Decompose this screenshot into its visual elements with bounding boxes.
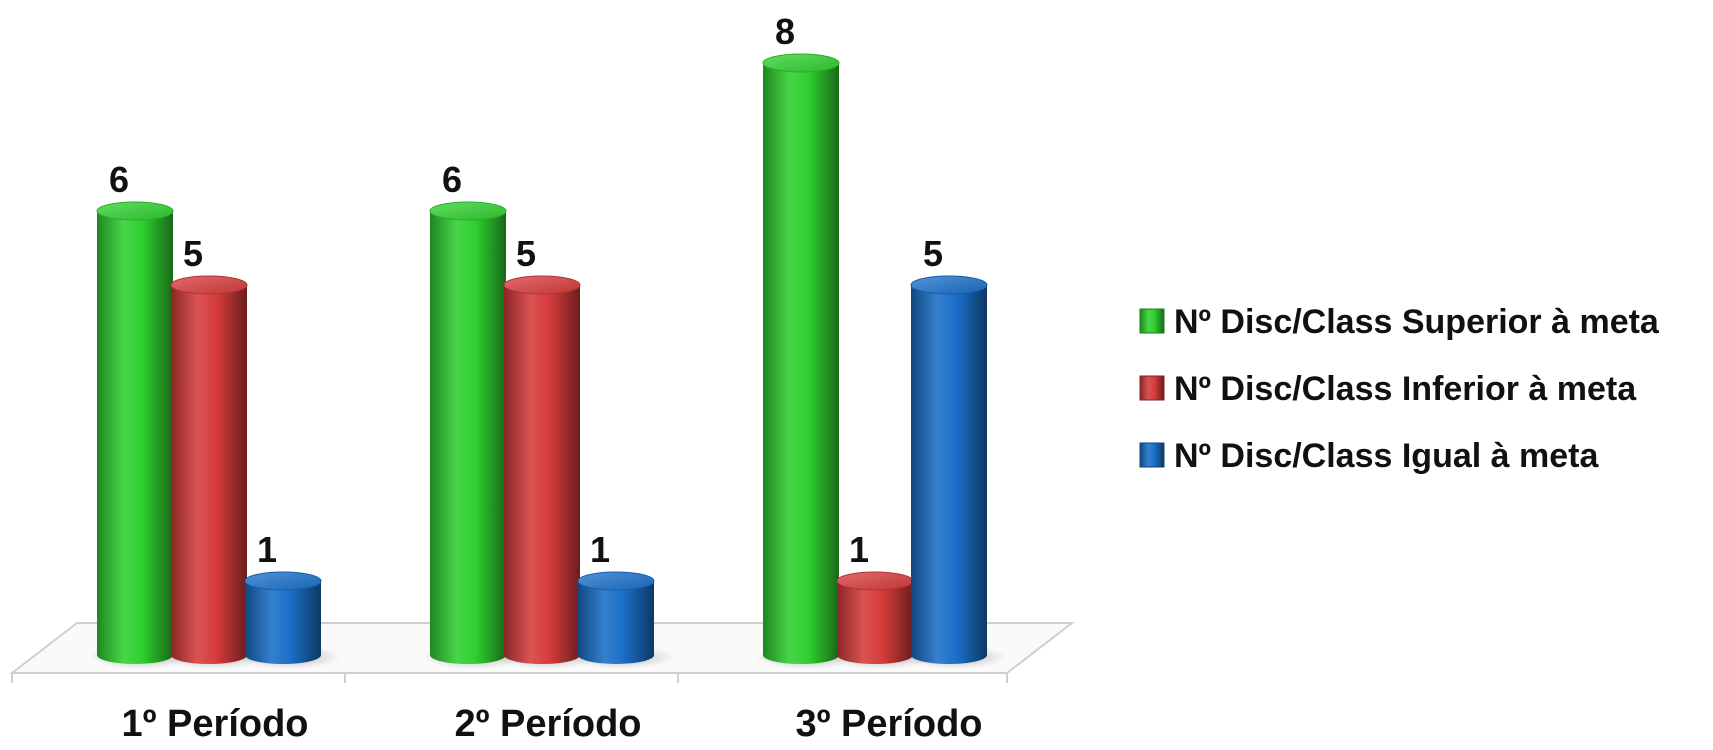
legend-label: Nº Disc/Class Superior à meta [1174, 303, 1660, 341]
data-label: 8 [775, 11, 795, 52]
legend-label: Nº Disc/Class Igual à meta [1174, 437, 1599, 475]
bar [89, 201, 193, 669]
bar-group [89, 53, 1007, 669]
data-label: 1 [590, 529, 610, 570]
data-label: 1 [257, 529, 277, 570]
bar [829, 571, 933, 669]
legend-item: Nº Disc/Class Superior à meta [1139, 303, 1660, 341]
legend-item: Nº Disc/Class Igual à meta [1139, 437, 1599, 475]
x-tick-label: 1º Período [121, 703, 308, 745]
legend-swatch [1139, 442, 1165, 468]
bar [163, 275, 267, 669]
legend-label: Nº Disc/Class Inferior à meta [1174, 370, 1637, 408]
data-label: 6 [109, 159, 129, 200]
bar [903, 275, 1007, 669]
data-label: 5 [923, 233, 943, 274]
bar [496, 275, 600, 669]
legend-item: Nº Disc/Class Inferior à meta [1139, 370, 1637, 408]
x-tick-label: 3º Período [795, 703, 982, 745]
legend-swatch [1139, 375, 1165, 401]
legend: Nº Disc/Class Superior à meta Nº Disc/Cla… [1139, 303, 1660, 475]
data-label: 5 [183, 233, 203, 274]
x-tick-label: 2º Período [454, 703, 641, 745]
x-axis: 1º Período 2º Período 3º Período [121, 703, 982, 745]
data-label: 5 [516, 233, 536, 274]
bar [570, 571, 674, 669]
data-label: 1 [849, 529, 869, 570]
bar [755, 53, 859, 669]
data-label: 6 [442, 159, 462, 200]
bar [237, 571, 341, 669]
legend-swatch [1139, 308, 1165, 334]
bar [422, 201, 526, 669]
